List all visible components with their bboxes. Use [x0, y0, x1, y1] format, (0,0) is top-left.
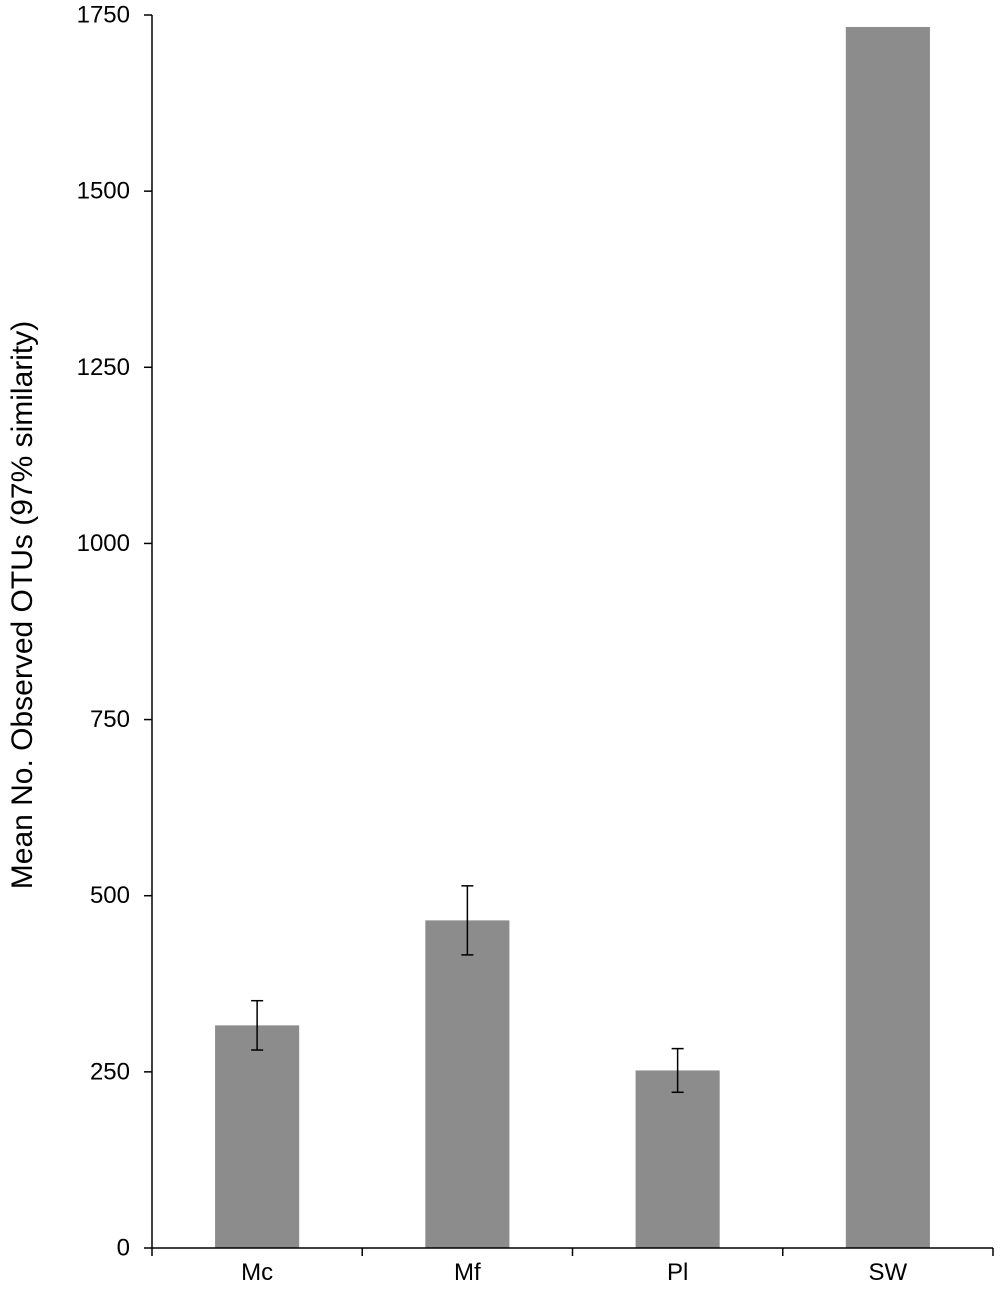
bars-layer — [215, 26, 930, 1249]
bar-mc — [215, 1025, 300, 1248]
y-tick-label: 500 — [90, 882, 130, 909]
x-tick-label: Pl — [667, 1259, 688, 1286]
bar-pl — [635, 1070, 720, 1248]
bar-sw — [845, 26, 930, 1249]
y-tick-label: 0 — [117, 1235, 130, 1262]
y-tick-label: 1500 — [77, 178, 130, 205]
x-tick-label: SW — [869, 1259, 908, 1286]
x-tick-label: Mc — [241, 1259, 273, 1286]
error-bar-mf — [461, 885, 474, 956]
error-bar-mc — [251, 999, 264, 1051]
x-ticks-layer: Mc Mf Pl SW — [151, 1248, 994, 1286]
x-tick-label: Mf — [454, 1259, 481, 1286]
y-ticks-layer: 0 250 500 750 1000 1250 1500 1750 — [77, 2, 152, 1262]
y-tick-label: 1750 — [77, 2, 130, 29]
bar-mf — [425, 920, 510, 1248]
y-tick-label: 250 — [90, 1058, 130, 1085]
error-bars-layer — [251, 885, 684, 1094]
y-tick-label: 1000 — [77, 530, 130, 557]
error-bar-pl — [671, 1047, 684, 1094]
y-axis-title: Mean No. Observed OTUs (97% similarity) — [6, 321, 39, 889]
y-tick-label: 750 — [90, 706, 130, 733]
y-tick-label: 1250 — [77, 354, 130, 381]
